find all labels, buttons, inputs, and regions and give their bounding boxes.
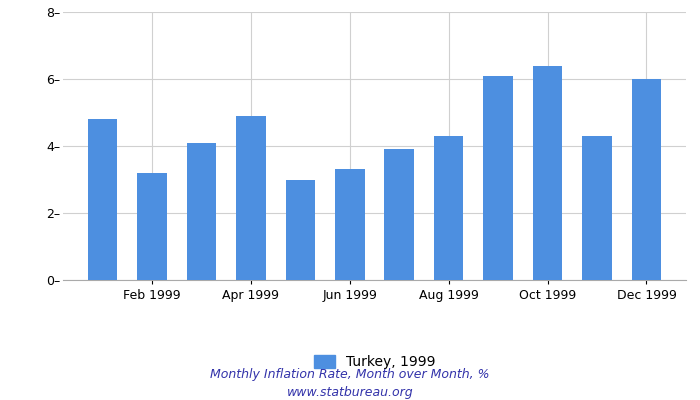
Bar [384, 149, 414, 280]
Bar [631, 79, 661, 280]
Text: Monthly Inflation Rate, Month over Month, %: Monthly Inflation Rate, Month over Month… [210, 368, 490, 381]
Bar [335, 170, 365, 280]
Bar [533, 66, 562, 280]
Bar [483, 76, 513, 280]
Bar [137, 173, 167, 280]
Bar [434, 136, 463, 280]
Bar [286, 180, 315, 280]
Text: www.statbureau.org: www.statbureau.org [287, 386, 413, 399]
Bar [236, 116, 266, 280]
Legend: Turkey, 1999: Turkey, 1999 [308, 350, 441, 375]
Bar [88, 119, 118, 280]
Bar [187, 143, 216, 280]
Bar [582, 136, 612, 280]
